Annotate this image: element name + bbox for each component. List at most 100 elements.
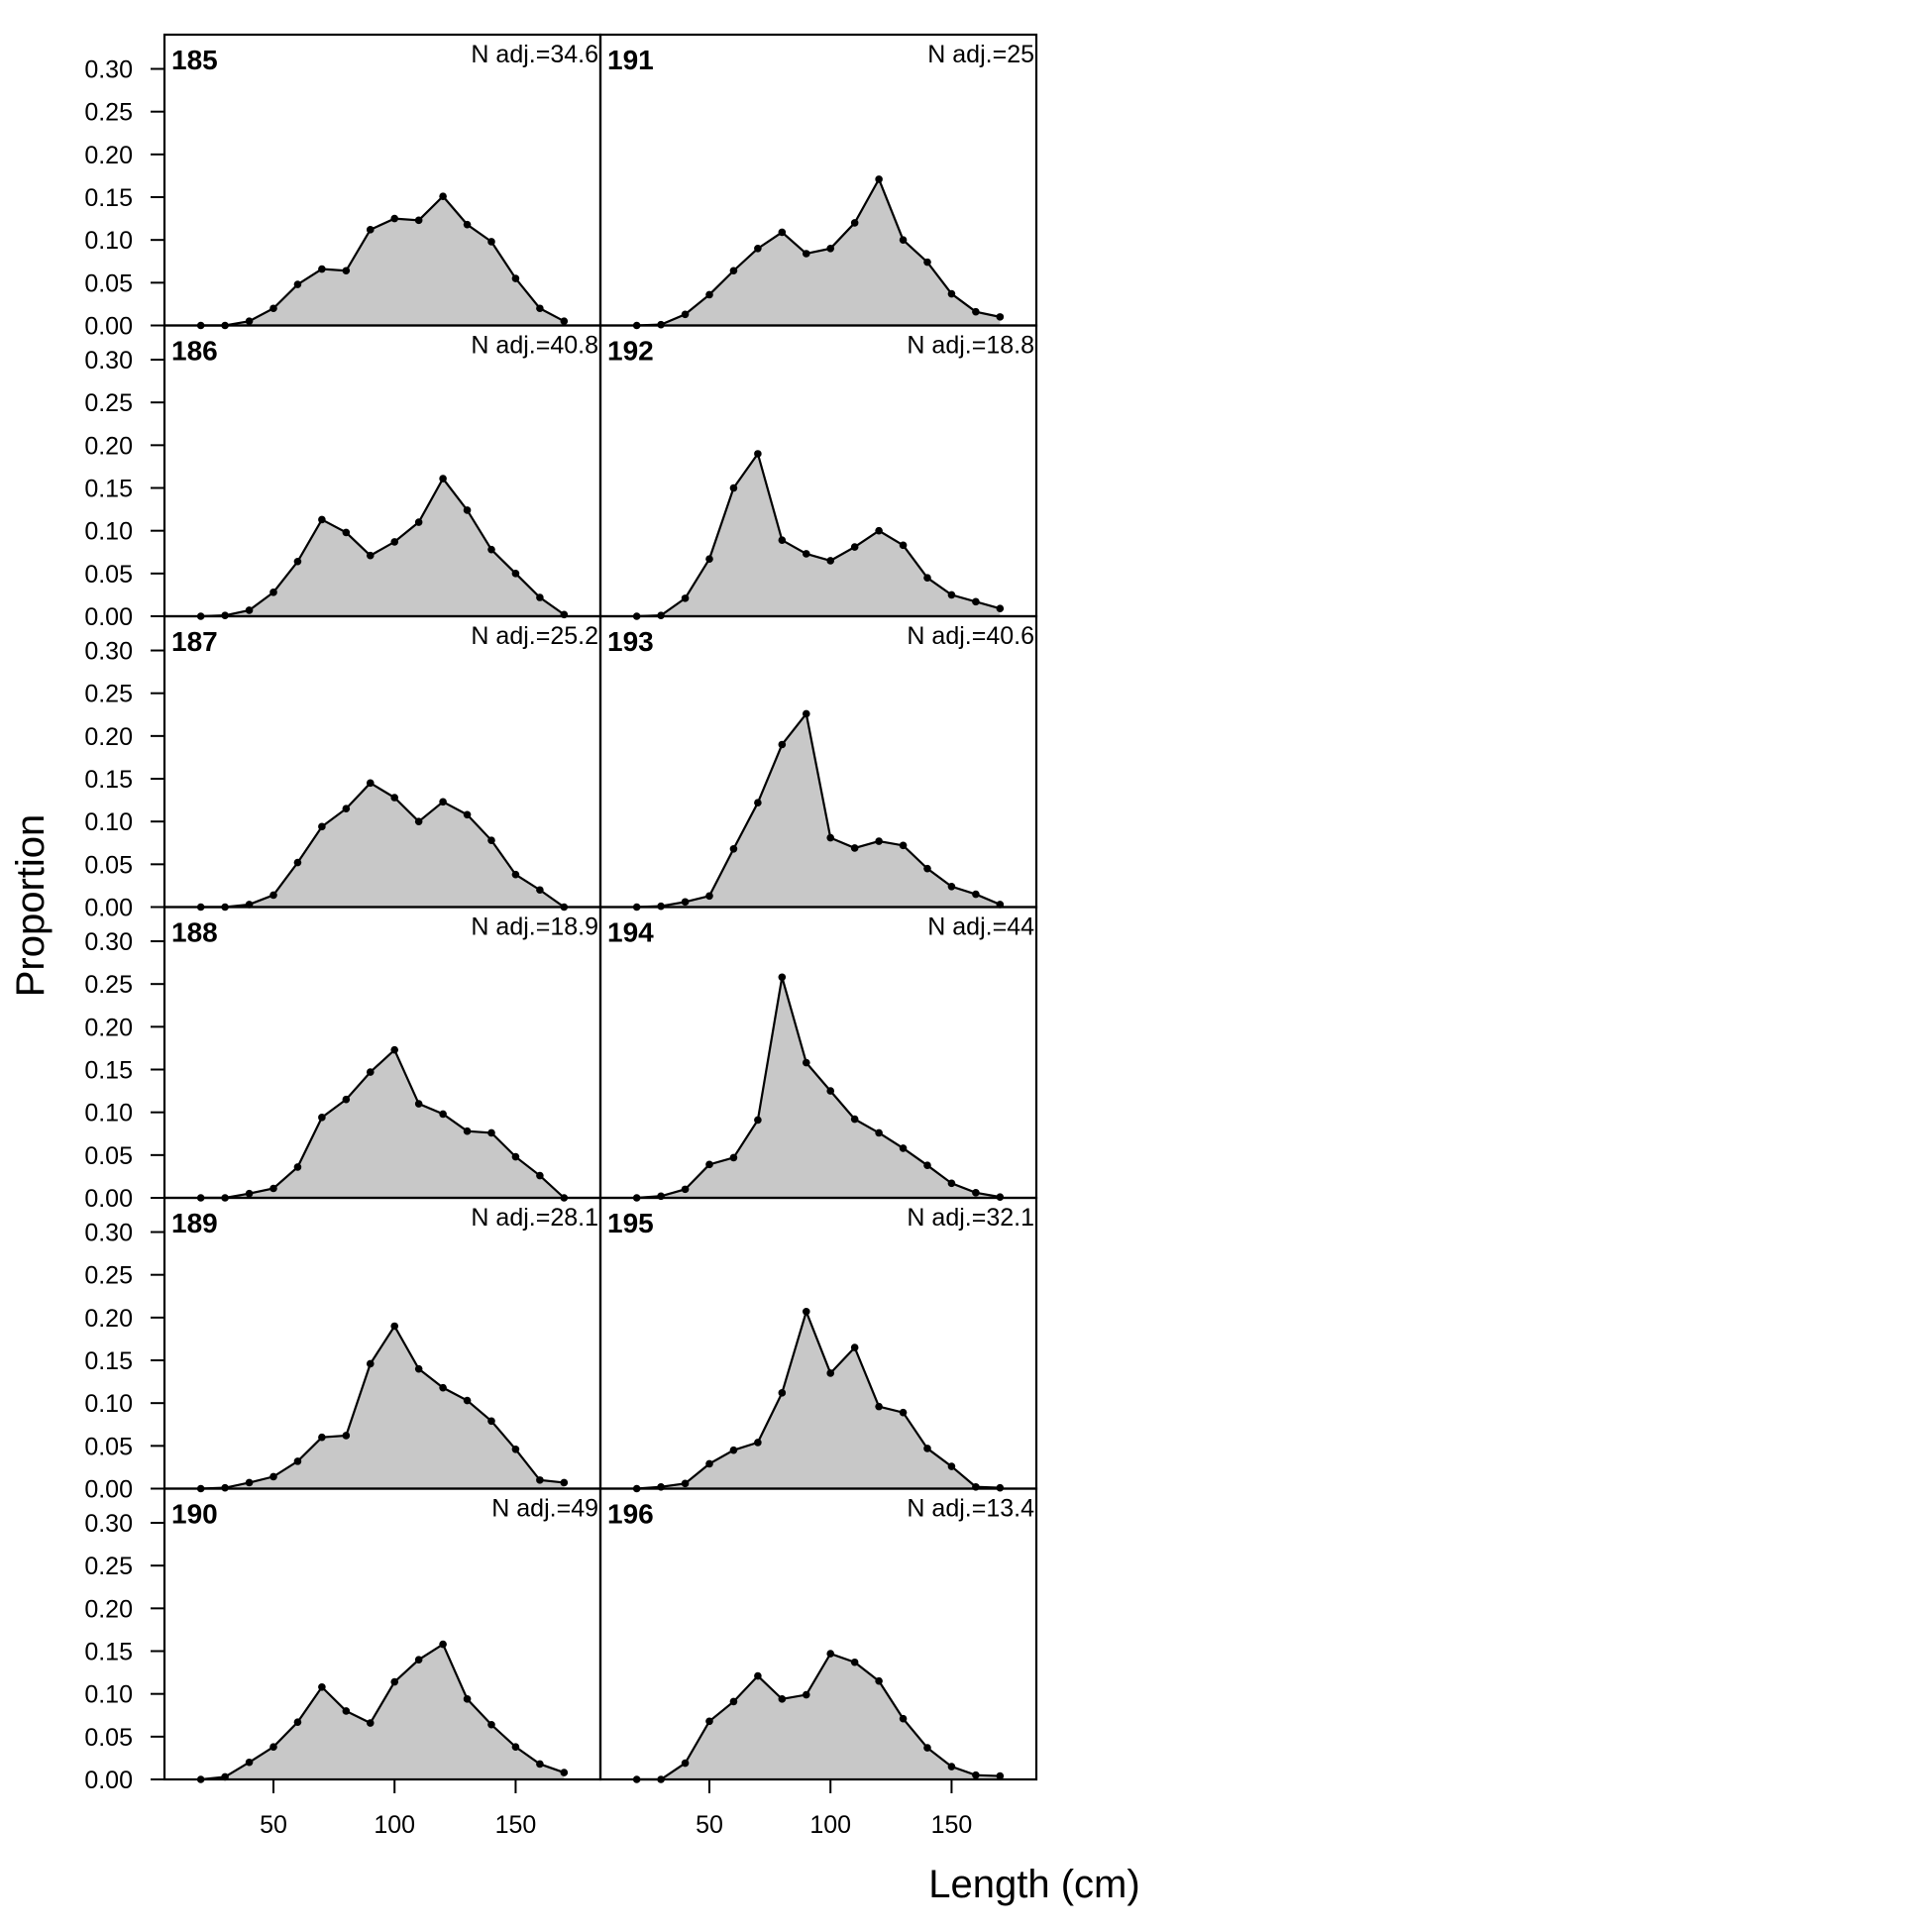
data-point-185-170 xyxy=(560,317,569,325)
data-point-189-170 xyxy=(560,1478,569,1487)
data-point-194-50 xyxy=(705,1160,713,1169)
data-point-190-100 xyxy=(390,1677,399,1686)
panel-n-label-185: N adj.=34.6 xyxy=(471,41,598,68)
data-point-191-160 xyxy=(972,307,980,316)
area-192 xyxy=(636,453,1001,616)
data-point-191-100 xyxy=(826,245,835,253)
panel-title-188: 188 xyxy=(171,917,218,948)
data-point-196-90 xyxy=(802,1690,810,1699)
data-point-190-150 xyxy=(511,1743,520,1751)
data-point-188-50 xyxy=(269,1184,277,1193)
data-point-185-120 xyxy=(439,192,447,200)
data-point-193-160 xyxy=(972,890,980,899)
data-point-187-100 xyxy=(390,794,399,802)
data-point-189-160 xyxy=(536,1476,544,1484)
x-tick-label-col2-150: 150 xyxy=(931,1811,973,1839)
data-point-193-90 xyxy=(802,709,810,718)
y-tick-label-186-5: 0.25 xyxy=(84,389,133,417)
data-point-193-60 xyxy=(729,845,738,853)
data-point-187-70 xyxy=(318,822,326,831)
data-point-190-160 xyxy=(536,1760,544,1769)
panel-187: 187 N adj.=25.2 0.00 0.05 0.10 0.15 0.20 0.25 0.… xyxy=(84,614,602,922)
panel-n-label-191: N adj.=25 xyxy=(927,41,1034,68)
data-point-194-60 xyxy=(729,1153,738,1162)
area-186 xyxy=(200,479,565,616)
data-point-191-90 xyxy=(802,250,810,258)
area-196 xyxy=(636,1654,1001,1779)
data-point-189-120 xyxy=(439,1383,447,1392)
data-point-190-70 xyxy=(318,1682,326,1691)
area-195 xyxy=(636,1311,1001,1489)
data-point-195-120 xyxy=(875,1402,883,1411)
data-point-195-110 xyxy=(850,1343,859,1351)
panel-title-187: 187 xyxy=(171,626,218,657)
data-point-193-80 xyxy=(778,740,787,749)
data-point-192-160 xyxy=(972,597,980,606)
y-tick-label-190-4: 0.20 xyxy=(84,1595,133,1623)
area-185 xyxy=(200,196,565,326)
y-tick-label-187-5: 0.25 xyxy=(84,681,133,708)
data-point-186-160 xyxy=(536,593,544,601)
y-tick-label-186-0: 0.00 xyxy=(84,603,133,631)
y-tick-label-189-0: 0.00 xyxy=(84,1476,133,1504)
data-point-191-70 xyxy=(754,245,762,253)
data-point-188-130 xyxy=(463,1127,472,1135)
y-tick-label-190-2: 0.10 xyxy=(84,1681,133,1709)
data-point-190-170 xyxy=(560,1769,569,1776)
data-point-189-140 xyxy=(487,1417,495,1426)
data-point-196-70 xyxy=(754,1671,762,1680)
panel-n-label-195: N adj.=32.1 xyxy=(907,1204,1034,1232)
data-point-196-40 xyxy=(681,1759,690,1768)
panel-title-196: 196 xyxy=(607,1499,654,1530)
y-tick-label-190-6: 0.30 xyxy=(84,1510,133,1538)
data-point-187-130 xyxy=(463,810,472,819)
x-tick-label-col1-150: 150 xyxy=(495,1811,537,1839)
data-point-192-60 xyxy=(729,483,738,492)
data-point-185-40 xyxy=(245,317,254,325)
y-tick-label-187-2: 0.10 xyxy=(84,808,133,836)
data-point-196-80 xyxy=(778,1695,787,1703)
panel-193: 193 N adj.=40.6 xyxy=(598,614,1038,912)
data-point-185-100 xyxy=(390,214,399,223)
data-point-192-90 xyxy=(802,550,810,558)
data-point-189-100 xyxy=(390,1322,399,1331)
data-point-186-110 xyxy=(414,518,423,526)
data-point-185-130 xyxy=(463,220,472,229)
data-point-191-130 xyxy=(899,236,908,244)
panel-title-186: 186 xyxy=(171,336,218,367)
data-point-196-160 xyxy=(972,1771,980,1779)
data-point-189-90 xyxy=(366,1359,375,1368)
series-line-190 xyxy=(200,1642,565,1781)
panel-title-190: 190 xyxy=(171,1499,218,1530)
data-point-191-140 xyxy=(923,258,931,267)
data-point-185-60 xyxy=(293,280,302,288)
data-point-186-150 xyxy=(511,570,520,578)
y-tick-label-185-2: 0.10 xyxy=(84,227,133,255)
data-point-189-60 xyxy=(293,1457,302,1465)
x-tick-label-col2-100: 100 xyxy=(809,1811,851,1839)
y-tick-label-189-5: 0.25 xyxy=(84,1262,133,1290)
area-188 xyxy=(200,1049,565,1198)
panel-title-192: 192 xyxy=(607,336,654,367)
data-point-188-80 xyxy=(342,1095,351,1104)
data-point-187-60 xyxy=(293,858,302,867)
data-point-192-140 xyxy=(923,574,931,582)
data-point-195-90 xyxy=(802,1308,810,1316)
y-tick-label-189-2: 0.10 xyxy=(84,1390,133,1418)
data-point-186-50 xyxy=(269,589,277,596)
y-tick-label-190-5: 0.25 xyxy=(84,1553,133,1580)
data-point-188-40 xyxy=(245,1189,254,1198)
data-point-196-170 xyxy=(996,1771,1005,1780)
data-point-185-150 xyxy=(511,274,520,282)
data-point-187-50 xyxy=(269,891,277,900)
panel-189: 189 N adj.=28.1 0.00 0.05 0.10 0.15 0.20 0.25 0.… xyxy=(84,1196,602,1504)
data-point-194-160 xyxy=(972,1189,980,1197)
series-line-189 xyxy=(200,1324,565,1490)
data-point-190-140 xyxy=(487,1720,495,1729)
data-point-193-120 xyxy=(875,837,883,845)
data-point-195-130 xyxy=(899,1408,908,1417)
panel-190: 190 N adj.=49 0.00 0.05 0.10 0.15 0.20 0.25 0.30 xyxy=(84,1487,602,1794)
data-point-185-160 xyxy=(536,304,544,313)
data-point-185-110 xyxy=(414,216,423,225)
panel-title-185: 185 xyxy=(171,45,218,75)
